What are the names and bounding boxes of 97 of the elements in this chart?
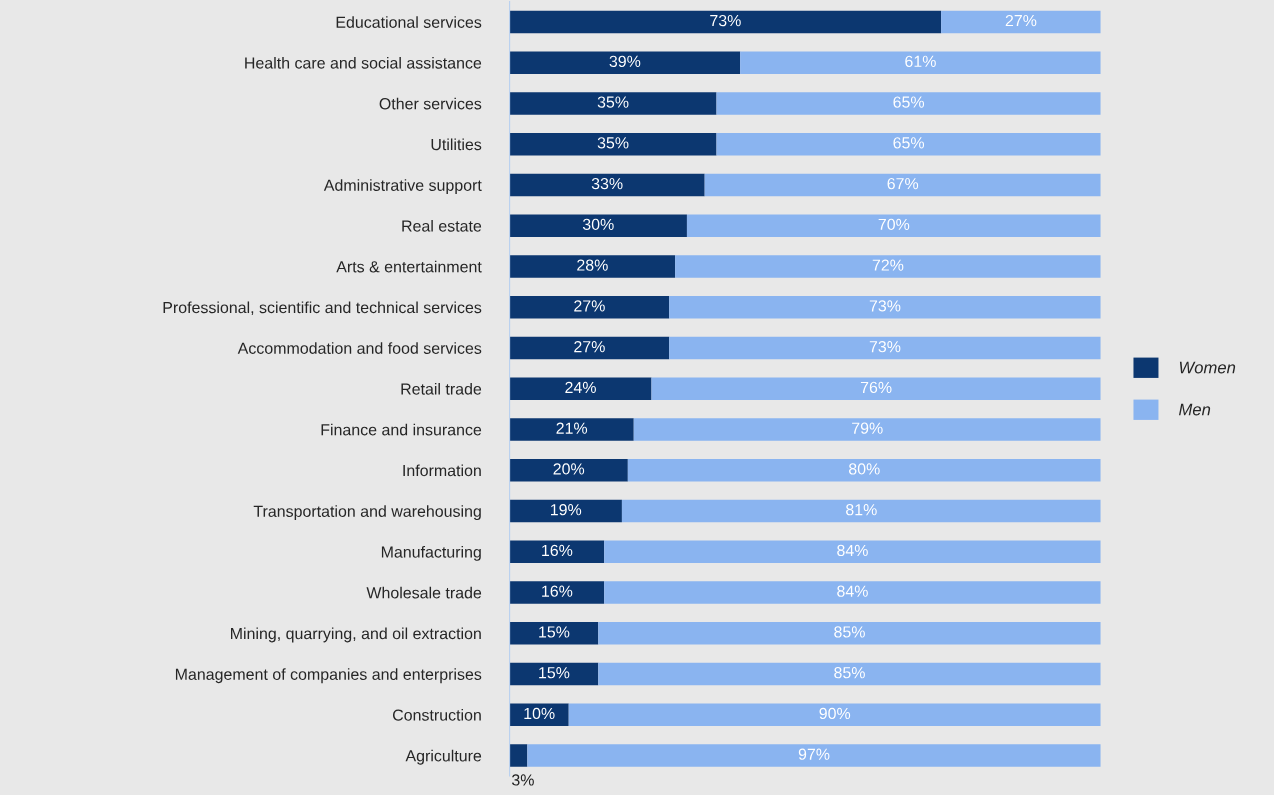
- data-label: 70%: [878, 218, 910, 231]
- bar: [509, 51, 741, 74]
- y-tick-label: Professional, scientific and technical services: [163, 301, 482, 316]
- data-label: 24%: [565, 381, 596, 393]
- bar: [686, 214, 1101, 237]
- data-label: 81%: [846, 503, 877, 516]
- bar: [509, 499, 622, 523]
- data-label: 15%: [539, 667, 570, 679]
- data-label: 35%: [597, 137, 629, 149]
- bar: [509, 581, 605, 604]
- bar: [716, 92, 1101, 115]
- bar: [509, 622, 599, 645]
- y-tick-label: Finance and insurance: [321, 423, 482, 436]
- bar: [704, 173, 1101, 197]
- bar: [527, 744, 1101, 767]
- y-tick-label: Educational services: [336, 16, 482, 28]
- y-tick-label: Health care and social assistance: [245, 56, 482, 69]
- data-label: 85%: [834, 667, 865, 679]
- bar: [627, 459, 1101, 482]
- legend-label: Women: [1179, 361, 1236, 374]
- data-label: 73%: [869, 300, 901, 312]
- data-label: 79%: [852, 422, 883, 434]
- data-label: 19%: [550, 503, 582, 516]
- y-tick-label: Mining, quarrying, and oil extraction: [231, 627, 481, 643]
- y-tick-label: Management of companies and enterprises: [175, 668, 482, 684]
- y-tick-label: Other services: [379, 97, 482, 110]
- bar: [509, 173, 705, 197]
- data-label: 84%: [837, 585, 868, 597]
- bar: [669, 296, 1101, 319]
- data-label: 30%: [582, 218, 614, 231]
- y-tick-label: Retail trade: [401, 382, 482, 395]
- data-label: 39%: [609, 55, 641, 68]
- bar: [509, 214, 687, 237]
- bar: [633, 418, 1101, 441]
- y-tick-label: Construction: [392, 709, 481, 721]
- data-label: 27%: [574, 340, 605, 353]
- y-tick-label: Accommodation and food services: [237, 342, 482, 354]
- bar: [941, 10, 1101, 34]
- y-tick-label: Real estate: [402, 219, 482, 232]
- bar: [509, 662, 599, 686]
- data-label: 73%: [710, 14, 741, 27]
- data-label: 20%: [553, 463, 585, 475]
- bar: [568, 703, 1101, 726]
- bar: [740, 51, 1101, 74]
- data-label: 84%: [837, 544, 868, 557]
- data-label: 27%: [574, 300, 605, 312]
- bar: [716, 133, 1101, 156]
- data-label: 76%: [860, 381, 892, 394]
- bar: [509, 336, 670, 360]
- y-tick-label: Transportation and warehousing: [253, 505, 481, 521]
- data-label: 16%: [542, 544, 573, 557]
- legend-label: Men: [1178, 403, 1211, 416]
- bar: [509, 10, 942, 34]
- y-tick-label: Information: [403, 464, 481, 477]
- bar: [675, 255, 1101, 278]
- data-label: 85%: [834, 626, 865, 638]
- data-label: 72%: [872, 259, 904, 271]
- data-label: 33%: [591, 177, 623, 190]
- data-label: 67%: [887, 177, 919, 190]
- bar: [509, 459, 628, 482]
- bar: [509, 703, 569, 726]
- data-label: 35%: [597, 96, 629, 108]
- data-label: 65%: [893, 96, 925, 108]
- data-label: 90%: [819, 707, 851, 720]
- bar: [509, 540, 605, 563]
- data-label: 73%: [869, 340, 901, 353]
- y-tick-label: Utilities: [431, 138, 482, 151]
- bar: [509, 418, 634, 441]
- data-label: 3%: [511, 774, 534, 786]
- y-tick-label: Arts & entertainment: [336, 260, 482, 273]
- bar: [509, 744, 528, 767]
- bar: [669, 336, 1101, 360]
- data-label: 21%: [556, 422, 588, 434]
- data-label: 65%: [893, 137, 925, 149]
- data-label: 15%: [539, 626, 570, 638]
- bar: [604, 581, 1101, 604]
- data-label: 16%: [542, 585, 573, 597]
- y-tick-label: Manufacturing: [381, 545, 481, 561]
- bar: [509, 92, 717, 115]
- bar: [509, 296, 670, 319]
- data-label: 10%: [524, 707, 555, 720]
- data-label: 27%: [1005, 14, 1037, 27]
- bar: [598, 622, 1101, 645]
- bar: [621, 499, 1101, 523]
- bar: [651, 377, 1101, 400]
- data-label: 80%: [848, 463, 880, 475]
- bar: [509, 377, 652, 400]
- bar: [509, 255, 676, 278]
- data-label: 97%: [798, 748, 830, 760]
- data-label: 28%: [577, 259, 608, 271]
- bar: [598, 662, 1101, 686]
- bar: [509, 133, 717, 156]
- bar: [604, 540, 1101, 563]
- data-label: 61%: [905, 55, 936, 68]
- y-tick-label: Wholesale trade: [366, 586, 482, 599]
- y-tick-label: Administrative support: [323, 179, 482, 195]
- y-tick-label: Agriculture: [405, 749, 482, 765]
